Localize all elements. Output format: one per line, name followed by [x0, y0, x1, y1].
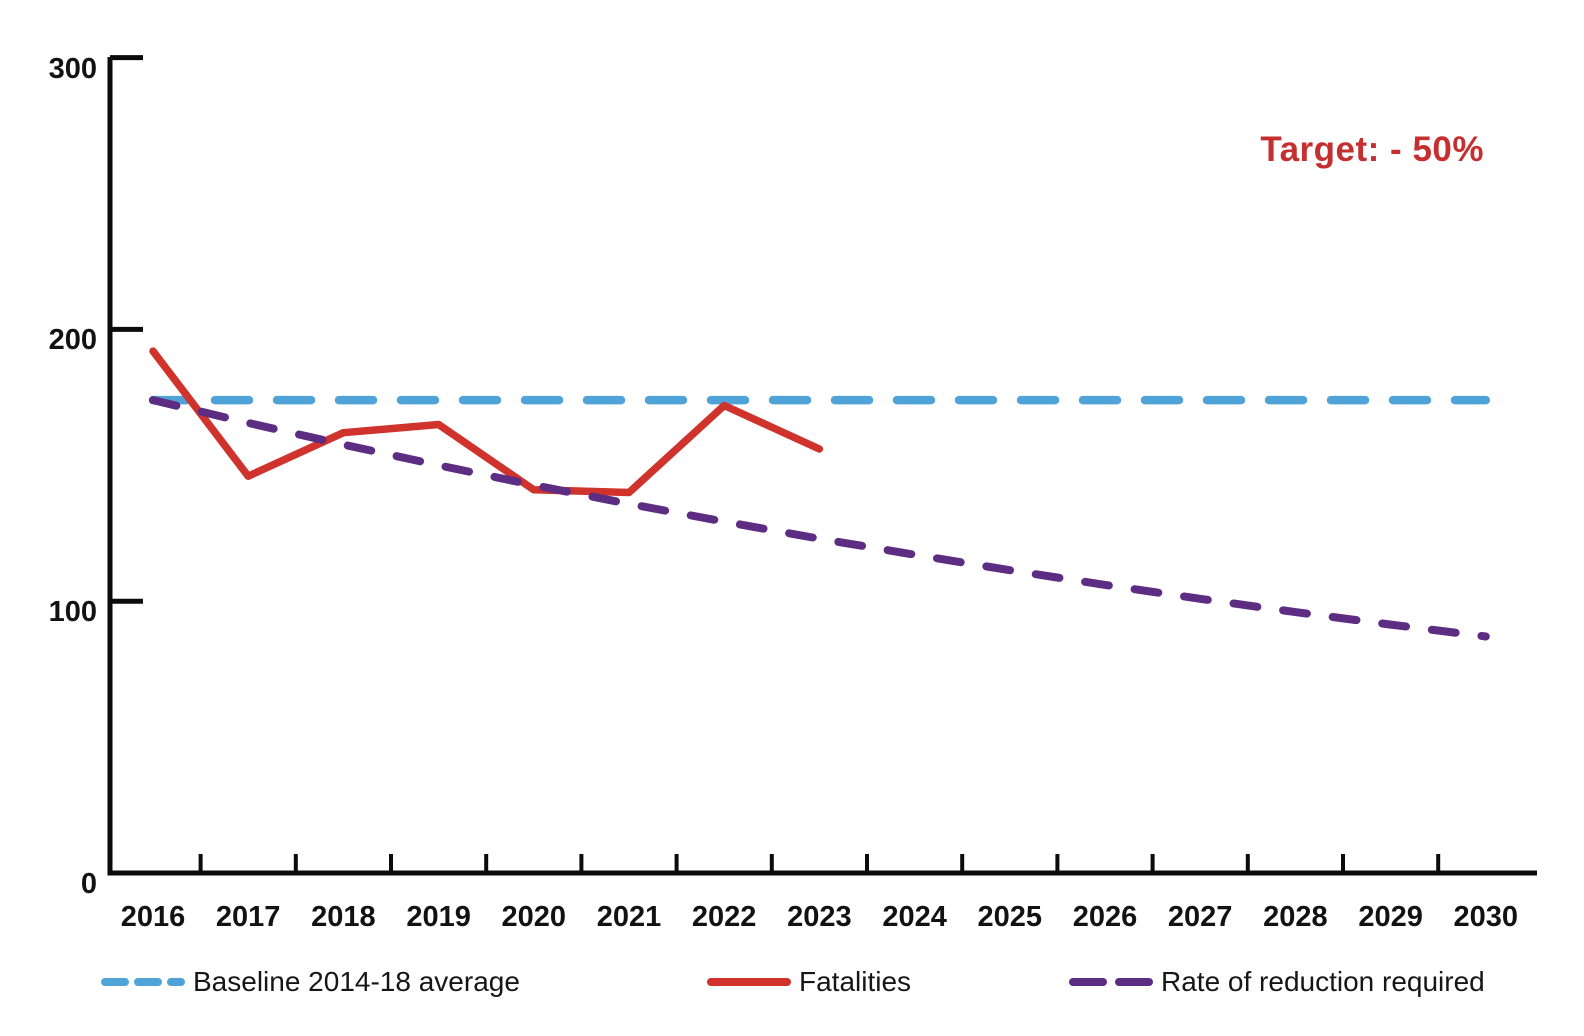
legend-swatch-reduction	[1069, 978, 1153, 986]
x-axis-label: 2021	[596, 901, 662, 933]
x-axis-label: 2024	[882, 901, 947, 933]
x-axis-label: 2029	[1358, 901, 1423, 933]
y-axis-label: 0	[80, 868, 97, 900]
legend-item-reduction: Rate of reduction required	[1068, 966, 1485, 998]
y-axis-label: 100	[48, 596, 97, 629]
legend-label: Baseline 2014-18 average	[193, 966, 520, 997]
y-axis-label: 200	[48, 324, 97, 357]
legend-item-fatalities: Fatalities	[706, 966, 911, 998]
series-line-fatalities	[149, 347, 824, 497]
x-axis-label: 2025	[977, 901, 1043, 933]
legend-swatch-baseline	[101, 978, 185, 986]
x-axis-label: 2028	[1263, 901, 1328, 933]
legend-swatch-fatalities	[707, 978, 791, 986]
x-axis-label: 2016	[120, 901, 186, 933]
x-axis-label: 2027	[1167, 901, 1233, 933]
x-axis-label: 2026	[1072, 901, 1138, 933]
legend-item-baseline: Baseline 2014-18 average	[100, 966, 520, 998]
target-annotation: Target: - 50%	[1260, 130, 1484, 169]
axis-lines	[107, 57, 1537, 876]
x-axis-label: 2018	[311, 901, 376, 933]
x-axis-label: 2020	[501, 901, 567, 933]
legend-label: Fatalities	[799, 966, 912, 997]
x-axis-label: 2030	[1453, 901, 1519, 933]
x-axis-label: 2022	[691, 901, 757, 933]
x-axis-label: 2023	[787, 901, 852, 933]
x-axis-label: 2019	[406, 901, 471, 933]
y-axis-label: 300	[48, 52, 97, 85]
x-axis-label: 2017	[215, 901, 281, 933]
legend-label: Rate of reduction required	[1161, 966, 1485, 997]
